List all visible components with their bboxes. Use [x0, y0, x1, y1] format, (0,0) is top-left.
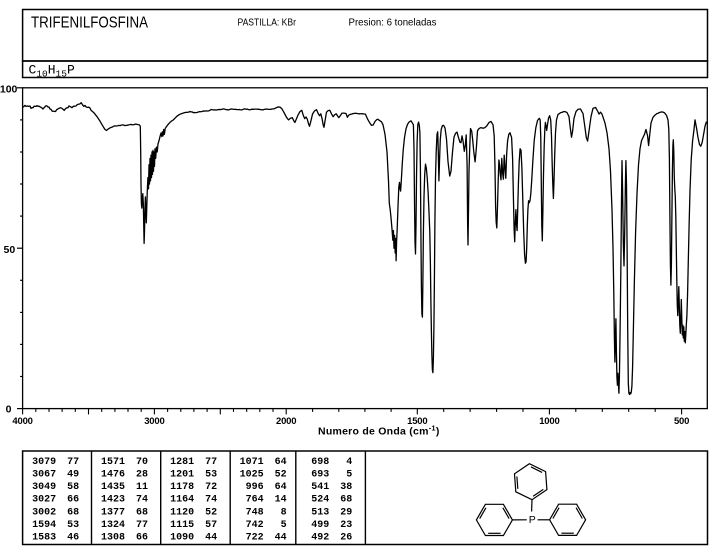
svg-text:P: P	[529, 514, 536, 526]
svg-text:5: 5	[281, 520, 287, 531]
svg-text:52: 52	[205, 507, 217, 518]
svg-text:722: 722	[246, 533, 264, 544]
svg-text:72: 72	[205, 482, 217, 493]
svg-text:77: 77	[205, 457, 217, 468]
svg-text:524: 524	[311, 495, 329, 506]
svg-text:66: 66	[136, 533, 148, 544]
svg-text:2000: 2000	[276, 416, 296, 427]
svg-text:764: 764	[246, 495, 264, 506]
svg-text:3067: 3067	[32, 470, 56, 481]
svg-text:68: 68	[67, 507, 79, 518]
svg-text:66: 66	[67, 495, 79, 506]
svg-text:3002: 3002	[32, 507, 56, 518]
svg-text:1500: 1500	[407, 416, 427, 427]
svg-text:1476: 1476	[101, 470, 125, 481]
svg-text:38: 38	[340, 482, 352, 493]
svg-text:3000: 3000	[144, 416, 164, 427]
svg-text:64: 64	[275, 457, 287, 468]
svg-text:46: 46	[67, 533, 79, 544]
svg-text:1308: 1308	[101, 533, 125, 544]
svg-text:14: 14	[275, 495, 287, 506]
svg-text:1594: 1594	[32, 520, 56, 531]
svg-text:1000: 1000	[539, 416, 559, 427]
svg-text:68: 68	[136, 507, 148, 518]
svg-text:5: 5	[346, 470, 352, 481]
svg-text:1025: 1025	[240, 470, 264, 481]
svg-text:8: 8	[281, 507, 287, 518]
svg-text:492: 492	[311, 533, 329, 544]
svg-text:1164: 1164	[170, 495, 194, 506]
svg-text:57: 57	[205, 520, 217, 531]
svg-text:PASTILLA: KBr: PASTILLA: KBr	[238, 17, 297, 28]
svg-text:C10H15P: C10H15P	[29, 63, 75, 80]
svg-text:58: 58	[67, 482, 79, 493]
svg-text:77: 77	[67, 457, 79, 468]
svg-text:44: 44	[275, 533, 287, 544]
svg-text:68: 68	[340, 495, 352, 506]
svg-text:1423: 1423	[101, 495, 125, 506]
svg-text:1571: 1571	[101, 457, 125, 468]
svg-text:77: 77	[136, 520, 148, 531]
svg-text:0: 0	[6, 404, 12, 416]
svg-text:28: 28	[136, 470, 148, 481]
svg-text:11: 11	[136, 482, 148, 493]
svg-text:TRIFENILFOSFINA: TRIFENILFOSFINA	[31, 15, 149, 32]
svg-text:1120: 1120	[170, 507, 194, 518]
svg-text:29: 29	[340, 507, 352, 518]
svg-text:1201: 1201	[170, 470, 194, 481]
svg-text:Presion: 6 toneladas: Presion: 6 toneladas	[349, 17, 437, 28]
svg-text:52: 52	[275, 470, 287, 481]
svg-text:1071: 1071	[240, 457, 264, 468]
svg-text:1178: 1178	[170, 482, 194, 493]
svg-text:1435: 1435	[101, 482, 125, 493]
svg-text:3049: 3049	[32, 482, 56, 493]
svg-text:44: 44	[205, 533, 217, 544]
svg-text:698: 698	[311, 457, 329, 468]
svg-text:74: 74	[136, 495, 148, 506]
svg-text:3079: 3079	[32, 457, 56, 468]
svg-text:4: 4	[346, 457, 352, 468]
svg-text:742: 742	[246, 520, 264, 531]
svg-text:26: 26	[340, 533, 352, 544]
svg-text:4000: 4000	[12, 416, 32, 427]
svg-text:23: 23	[340, 520, 352, 531]
svg-text:53: 53	[205, 470, 217, 481]
svg-text:100: 100	[0, 83, 18, 95]
svg-text:1281: 1281	[170, 457, 194, 468]
svg-text:Numero de Onda (cm-1): Numero de Onda (cm-1)	[318, 424, 440, 438]
svg-text:541: 541	[311, 482, 329, 493]
svg-text:500: 500	[674, 416, 689, 427]
svg-text:64: 64	[275, 482, 287, 493]
svg-text:50: 50	[4, 244, 16, 256]
svg-text:1377: 1377	[101, 507, 125, 518]
svg-text:1115: 1115	[170, 520, 194, 531]
svg-text:1090: 1090	[170, 533, 194, 544]
svg-text:53: 53	[67, 520, 79, 531]
svg-text:49: 49	[67, 470, 79, 481]
svg-text:3027: 3027	[32, 495, 56, 506]
svg-text:748: 748	[246, 507, 264, 518]
svg-text:513: 513	[311, 507, 329, 518]
svg-text:70: 70	[136, 457, 148, 468]
svg-text:996: 996	[246, 482, 264, 493]
svg-text:499: 499	[311, 520, 329, 531]
svg-text:1583: 1583	[32, 533, 56, 544]
svg-text:1324: 1324	[101, 520, 125, 531]
svg-text:693: 693	[311, 470, 329, 481]
svg-text:74: 74	[205, 495, 217, 506]
